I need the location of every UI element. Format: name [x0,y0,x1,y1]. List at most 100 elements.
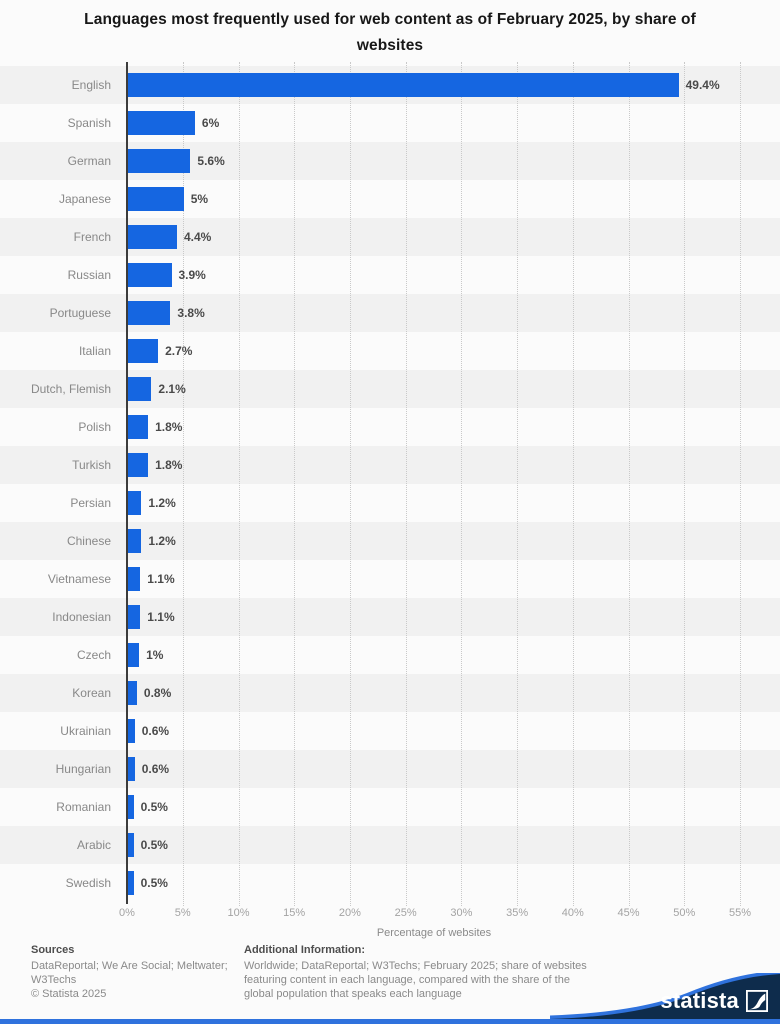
bar [128,301,171,325]
bar-value-label: 5.6% [197,154,225,168]
bar-value-label: 2.1% [158,382,186,396]
category-label: Arabic [76,838,111,852]
x-tick-label: 55% [728,907,752,919]
sources-block: Sources DataReportal; We Are Social; Mel… [31,944,236,1001]
additional-info-text: Worldwide; DataReportal; W3Techs; Februa… [244,960,587,1000]
bar-row: Turkish 1.8% [0,446,780,484]
bar-value-label: 2.7% [165,344,193,358]
bar-row: Dutch, Flemish 2.1% [0,370,780,408]
y-axis-line [126,62,128,904]
x-tick-label: 0% [119,907,135,919]
x-tick-label: 5% [174,907,191,919]
bar [128,339,159,363]
bar-value-label: 1.1% [147,610,175,624]
bar-row: German 5.6% [0,142,780,180]
category-label: Romanian [56,800,111,814]
bar-row: Indonesian 1.1% [0,598,780,636]
bar-row: Spanish 6% [0,104,780,142]
bar-row: Ukrainian 0.6% [0,712,780,750]
bar [128,529,142,553]
category-label: Korean [72,686,111,700]
x-tick-label: 45% [617,907,640,919]
bar-value-label: 49.4% [685,78,720,92]
bar-row: Italian 2.7% [0,332,780,370]
bar [128,871,134,895]
bar-value-label: 1.1% [147,572,175,586]
bar-value-label: 0.5% [140,876,168,890]
copyright-text: © Statista 2025 [31,988,107,1000]
bar-row: English 49.4% [0,66,780,104]
bar-row: Hungarian 0.6% [0,750,780,788]
bar-row: French 4.4% [0,218,780,256]
bar [128,149,191,173]
bar [128,377,152,401]
bar-value-label: 5% [190,192,209,206]
bar-value-label: 1.8% [155,420,183,434]
x-tick-label: 25% [394,907,417,919]
bar-value-label: 3.8% [177,306,205,320]
bar-value-label: 3.9% [178,268,206,282]
brand-bottom-strip [0,1019,780,1024]
category-label: Turkish [72,458,111,472]
bar-row: Vietnamese 1.1% [0,560,780,598]
category-label: Portuguese [49,306,111,320]
additional-info-block: Additional Information: Worldwide; DataR… [244,944,589,1001]
category-label: Czech [76,648,111,662]
bar [128,757,135,781]
category-label: Ukrainian [60,724,111,738]
bar-row: Persian 1.2% [0,484,780,522]
statista-logo-icon [746,990,768,1012]
bar [128,263,172,287]
bar-row: Czech 1% [0,636,780,674]
bar-value-label: 0.5% [140,838,168,852]
x-tick-label: 35% [506,907,529,919]
bar [128,453,149,477]
bar [128,719,135,743]
additional-info-heading: Additional Information: [244,944,365,956]
bar-row: Japanese 5% [0,180,780,218]
x-axis-title: Percentage of websites [376,927,492,939]
bar-row: Russian 3.9% [0,256,780,294]
bar-row: Polish 1.8% [0,408,780,446]
bar-value-label: 4.4% [184,230,212,244]
bar-row: Portuguese 3.8% [0,294,780,332]
x-axis-tick-labels: 0% 5% 10% 15% 20% 25% 30% 35% 40% 45% 50% 55% [0,907,780,921]
bar-value-label: 6% [201,116,220,130]
category-label: Vietnamese [47,572,111,586]
bar [128,567,141,591]
bar-value-label: 0.8% [143,686,172,700]
bar [128,833,134,857]
category-label: Dutch, Flemish [30,382,111,396]
swoosh-navy-fill [550,974,780,1019]
bar [128,111,195,135]
bar-value-label: 0.6% [141,762,170,776]
category-label: Polish [78,420,111,434]
category-label: Russian [67,268,111,282]
bar-row: Korean 0.8% [0,674,780,712]
x-tick-label: 50% [673,907,696,919]
bar-value-label: 1.2% [148,496,176,510]
bar-value-label: 1.2% [148,534,176,548]
x-tick-label: 30% [450,907,473,919]
category-label: Hungarian [55,762,111,776]
bar-value-label: 0.5% [140,800,168,814]
bar [128,187,184,211]
sources-text: DataReportal; We Are Social; Meltwater; … [31,960,228,986]
category-label: Indonesian [52,610,111,624]
category-label: English [71,78,111,92]
bar-row: Chinese 1.2% [0,522,780,560]
sources-heading: Sources [31,944,75,956]
statista-logo: statista [660,990,768,1012]
category-label: Spanish [67,116,111,130]
bar [128,681,137,705]
category-label: Italian [78,344,111,358]
bar-value-label: 0.6% [141,724,170,738]
chart-rows: English 49.4% Spanish 6% German 5.6% Japanese 5… [0,66,780,902]
bar [128,795,134,819]
x-tick-label: 40% [561,907,584,919]
bar [128,605,141,629]
bar-value-label: 1.8% [155,458,183,472]
bar [128,73,679,97]
category-label: Chinese [66,534,111,548]
